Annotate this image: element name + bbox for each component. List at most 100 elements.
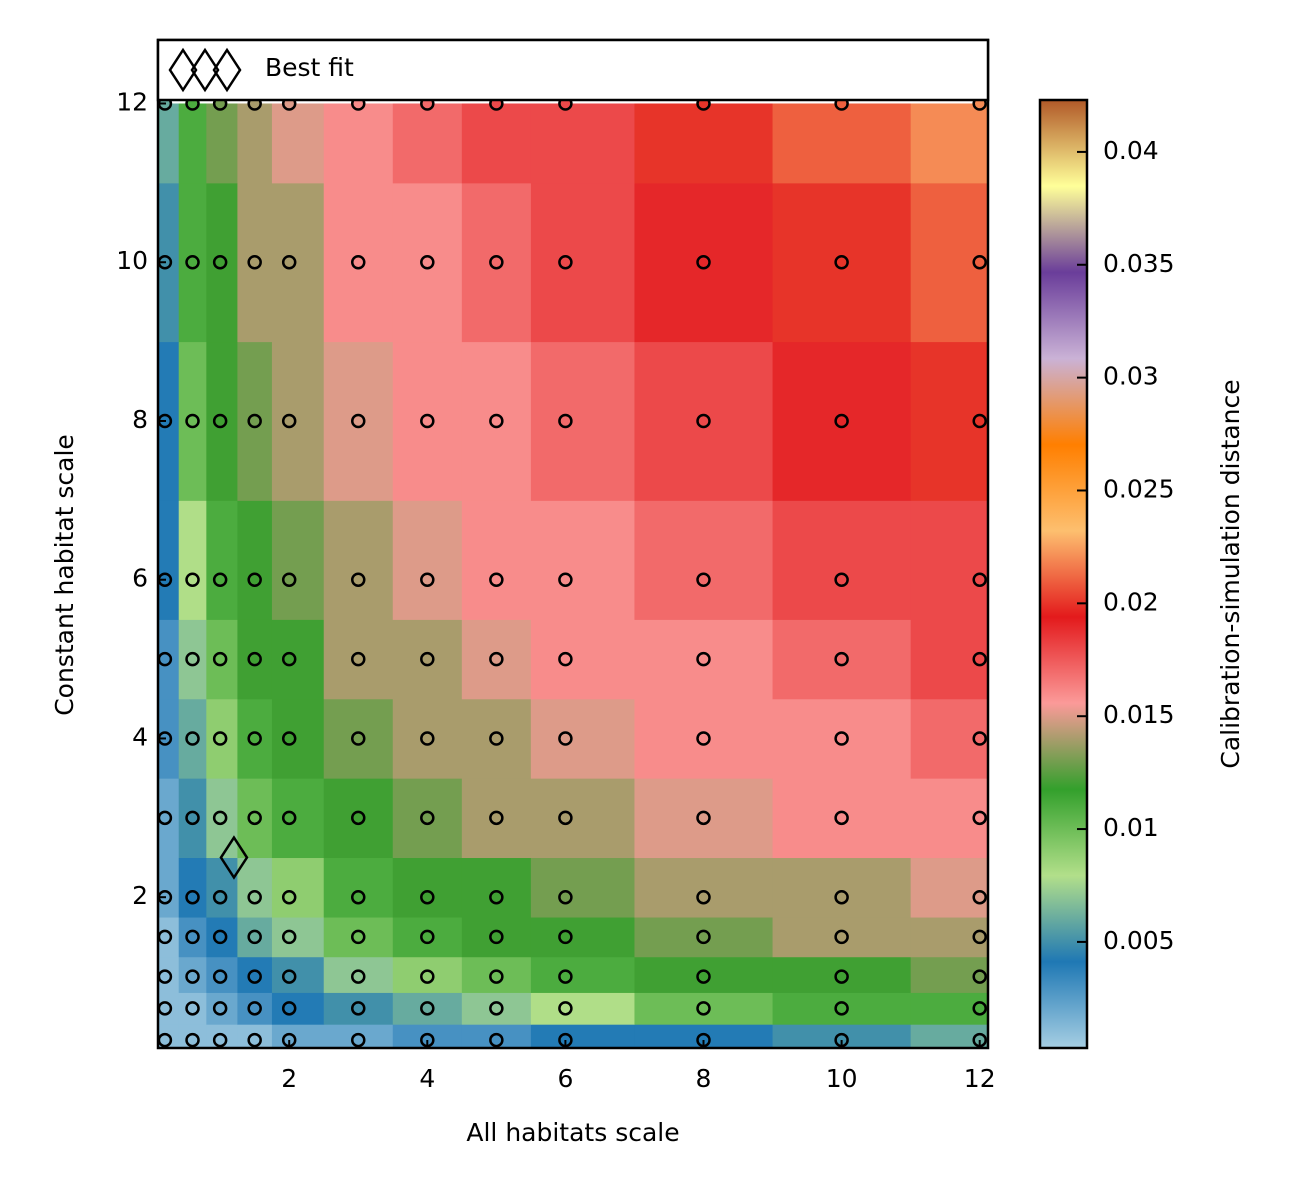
sample-point	[420, 731, 435, 746]
heat-cell	[271, 778, 325, 859]
heat-cell	[530, 917, 635, 958]
y-tick-label: 8	[132, 405, 148, 434]
y-tick-label: 6	[132, 564, 148, 593]
sample-point	[834, 731, 849, 746]
sample-point	[185, 1001, 200, 1016]
heat-cell	[634, 857, 774, 918]
sample-point	[558, 889, 573, 905]
heat-cell	[461, 500, 532, 620]
sample-point	[696, 254, 711, 270]
sample-point	[212, 889, 228, 905]
sample-point	[834, 969, 849, 984]
sample-point	[212, 1032, 228, 1048]
colorbar-label: Calibration-simulation distance	[1216, 379, 1245, 768]
legend-label: Best fit	[265, 53, 354, 82]
sample-point	[281, 929, 297, 945]
heat-cell	[206, 103, 238, 184]
colorbar	[1038, 98, 1089, 1050]
sample-point	[212, 572, 228, 587]
y-axis-label: Constant habitat scale	[50, 434, 79, 716]
sample-point	[972, 413, 987, 429]
heat-cell	[271, 341, 325, 501]
heat-cell	[237, 857, 273, 918]
colorbar-tick-label: 0.04	[1103, 136, 1159, 165]
heat-cell	[271, 182, 325, 343]
heat-cell	[910, 1024, 988, 1048]
y-tick-label: 2	[132, 881, 148, 910]
sample-point	[489, 731, 504, 746]
sample-point	[420, 969, 435, 984]
best-fit-marker	[219, 835, 249, 880]
sample-point	[281, 731, 297, 746]
sample-point	[350, 731, 366, 746]
sample-point	[489, 254, 504, 270]
heat-cell	[530, 956, 635, 993]
heat-cell	[772, 103, 912, 184]
y-tick-label: 10	[116, 246, 148, 275]
sample-point	[696, 731, 711, 746]
sample-point	[696, 969, 711, 984]
heat-cell	[206, 500, 238, 620]
heat-cell	[178, 500, 207, 620]
sample-point	[350, 1032, 366, 1048]
colorbar-tick-label: 0.005	[1103, 926, 1175, 955]
heat-cell	[530, 182, 635, 343]
sample-point	[158, 810, 173, 826]
heat-cell	[158, 103, 180, 184]
sample-point	[972, 1001, 987, 1016]
sample-point	[489, 929, 504, 945]
heat-cell	[271, 500, 325, 620]
sample-point	[972, 929, 987, 945]
sample-point	[834, 413, 849, 429]
sample-point	[247, 889, 262, 905]
sample-point	[972, 969, 987, 984]
colorbar-tick-label: 0.015	[1103, 700, 1175, 729]
sample-point	[185, 413, 200, 429]
sample-point	[834, 929, 849, 945]
sample-point	[350, 810, 366, 826]
sample-point	[185, 254, 200, 270]
sample-point	[247, 254, 262, 270]
heat-cell	[530, 1024, 635, 1048]
sample-point	[281, 969, 297, 984]
sample-point	[247, 731, 262, 746]
sample-point	[696, 413, 711, 429]
colorbar-tick-label: 0.035	[1103, 249, 1175, 278]
heat-cell	[271, 956, 325, 993]
heat-cell	[772, 857, 912, 918]
sample-point	[185, 572, 200, 587]
heat-cell	[634, 500, 774, 620]
sample-point	[185, 731, 200, 746]
sample-point	[247, 1032, 262, 1048]
sample-point	[420, 1001, 435, 1016]
sample-point	[558, 651, 573, 667]
heat-cell	[910, 103, 988, 184]
sample-point	[350, 651, 366, 667]
sample-point	[158, 969, 173, 984]
colorbar-tick-label: 0.03	[1103, 362, 1159, 391]
colorbar-tick-label: 0.01	[1103, 813, 1159, 842]
sample-point	[420, 929, 435, 945]
legend-box	[156, 38, 990, 102]
sample-point	[350, 572, 366, 587]
x-tick-label: 12	[964, 1064, 996, 1093]
heat-cell	[323, 857, 394, 918]
sample-point	[558, 1001, 573, 1016]
heatmap	[158, 103, 988, 1048]
sample-point	[972, 651, 987, 667]
heat-cell	[530, 500, 635, 620]
heat-cell	[271, 992, 325, 1025]
sample-point	[247, 413, 262, 429]
sample-point	[212, 413, 228, 429]
x-tick-label: 6	[557, 1064, 573, 1093]
sample-point	[185, 1032, 200, 1048]
heat-cell	[271, 103, 325, 184]
sample-point	[420, 889, 435, 905]
scatter-points	[158, 96, 987, 1048]
heat-cell	[634, 103, 774, 184]
sample-point	[212, 731, 228, 746]
sample-point	[834, 889, 849, 905]
heat-cell	[271, 698, 325, 779]
sample-point	[212, 810, 228, 826]
heat-cell	[530, 778, 635, 859]
